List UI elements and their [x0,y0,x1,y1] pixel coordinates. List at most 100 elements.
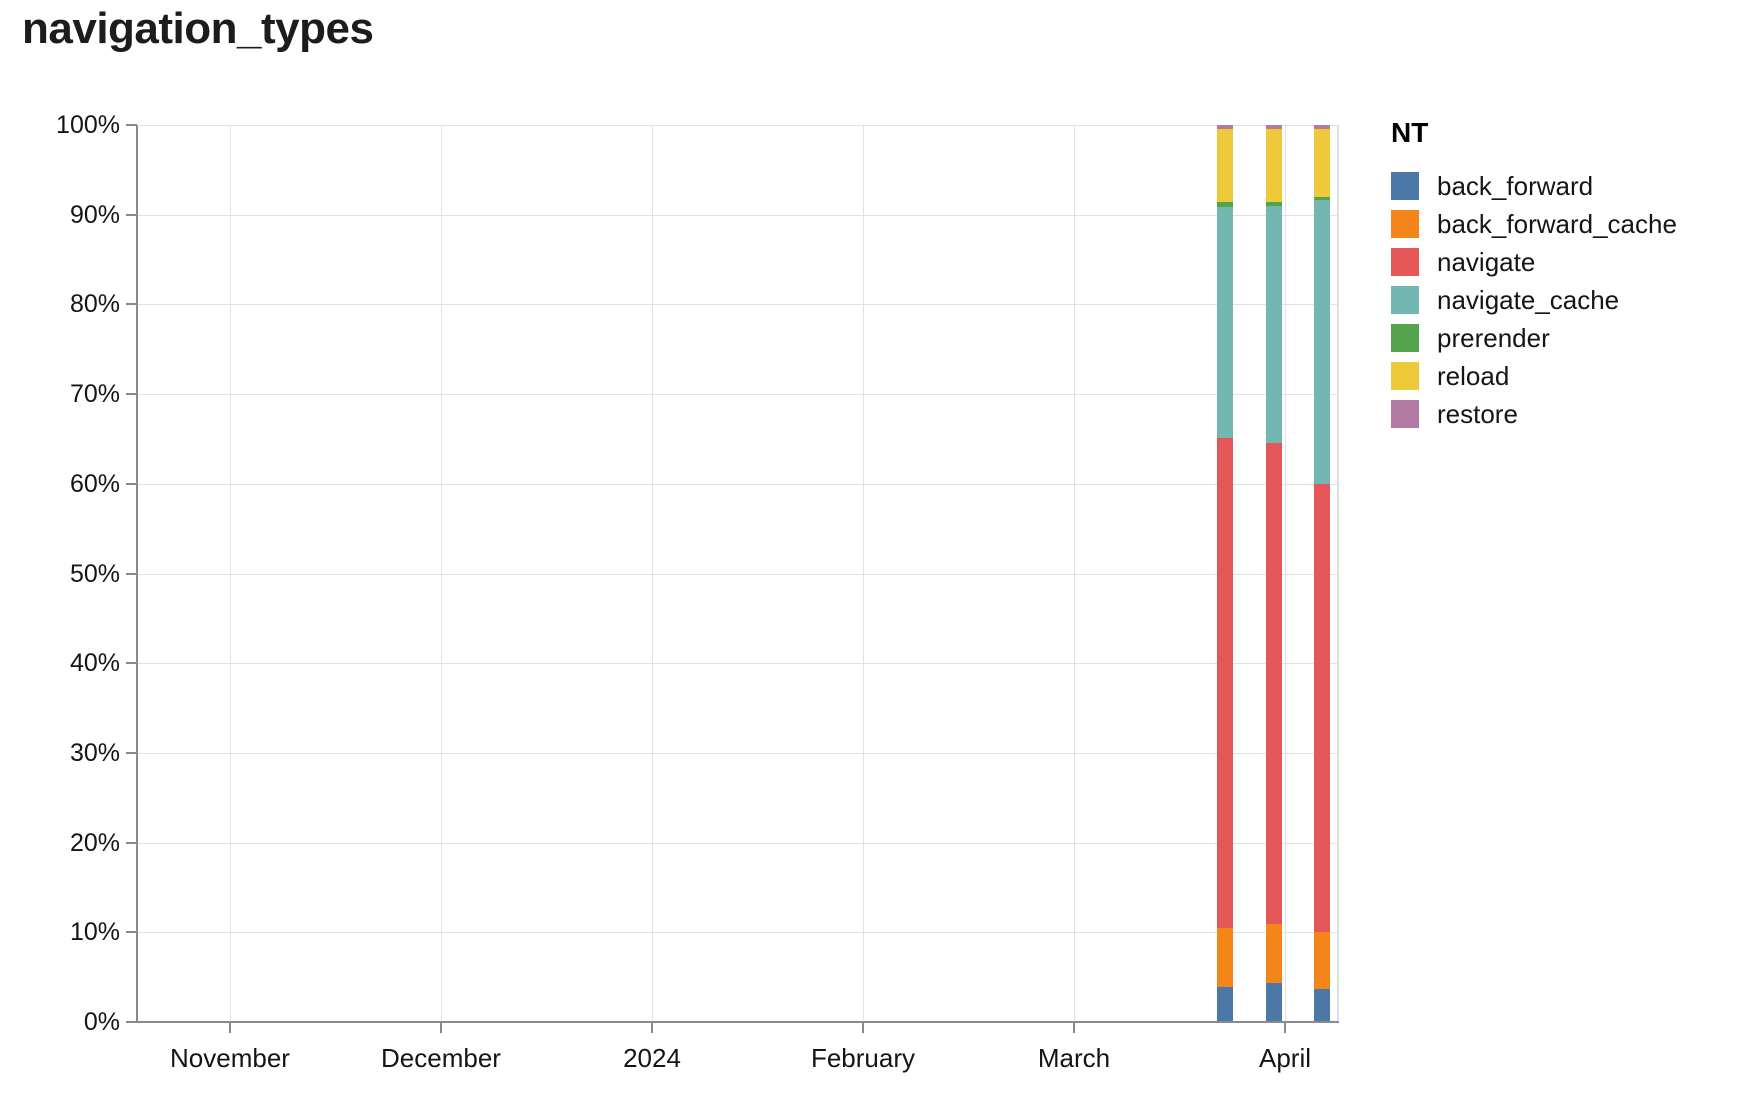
bar-segment-prerender [1314,196,1330,201]
bar [1314,125,1330,1022]
bar-segment-reload [1314,128,1330,197]
y-axis-label: 80% [69,290,120,319]
x-axis-tick [440,1023,442,1033]
bar-segment-prerender [1217,202,1233,207]
legend-swatch [1391,286,1419,314]
bar-segment-reload [1217,128,1233,203]
x-axis-label: 2024 [623,1043,681,1073]
plot-right-edge [1337,125,1339,1022]
y-axis-tick [126,124,137,126]
plot-area [138,125,1339,1023]
x-axis-label: March [1037,1043,1111,1073]
y-axis-label: 20% [69,828,120,857]
legend-item: navigate [1391,246,1677,277]
x-axis-tick [229,1023,231,1033]
y-axis-label: 90% [69,200,120,229]
legend-item: restore [1391,398,1677,429]
gridline-horizontal [138,125,1339,126]
y-axis-tick [126,393,137,396]
legend-swatch [1391,362,1419,390]
gridline-horizontal [138,394,1339,396]
bar-segment-reload [1266,128,1282,203]
x-axis-label: April [1258,1043,1311,1073]
bar-segment-restore [1266,125,1282,129]
gridline-horizontal [138,573,1339,575]
legend-swatch [1391,324,1419,352]
bar-segment-navigate [1314,483,1330,933]
legend-item-label: prerender [1437,322,1550,353]
legend-item: reload [1391,360,1677,391]
y-axis-label: 60% [69,469,120,498]
gridline-horizontal [138,483,1339,485]
legend-item-label: navigate [1437,246,1536,277]
bar-segment-navigate_cache [1266,205,1282,443]
bar [1217,125,1233,1022]
legend-items: back_forward back_forward_cache navigate na… [1391,170,1677,429]
y-axis-line [136,125,138,1022]
legend-item: back_forward_cache [1391,208,1677,239]
bar-segment-navigate [1266,442,1282,925]
x-axis-tick [1073,1023,1075,1033]
gridline-vertical [1285,125,1286,1022]
y-axis-label: 0% [83,1008,120,1036]
gridline-horizontal [138,304,1339,306]
x-axis-label: December [381,1043,501,1073]
y-axis-label: 100% [56,111,120,139]
bar-segment-navigate_cache [1314,200,1330,484]
gridline-horizontal [138,842,1339,844]
gridline-vertical [863,125,864,1022]
x-axis-line [126,1021,1339,1023]
y-axis-tick [126,662,137,665]
legend-item-label: restore [1437,398,1518,429]
bar-segment-back_forward_cache [1217,927,1233,988]
y-axis-tick [126,213,137,216]
legend-swatch [1391,400,1419,428]
gridline-vertical [1074,125,1075,1022]
legend-swatch [1391,210,1419,238]
legend-item: back_forward [1391,170,1677,201]
gridline-horizontal [138,932,1339,934]
bar-segment-restore [1217,125,1233,129]
gridline-vertical [230,125,231,1022]
y-axis-label: 70% [69,380,120,409]
gridline-vertical [441,125,442,1022]
bar-segment-restore [1314,125,1330,129]
y-axis-label: 10% [69,918,120,947]
x-axis-tick [651,1023,653,1033]
x-axis-tick [862,1023,864,1033]
gridline-horizontal [138,663,1339,665]
y-axis-tick [126,303,137,306]
bar-segment-navigate_cache [1217,206,1233,439]
legend-item-label: reload [1437,360,1510,391]
y-axis-label: 40% [69,649,120,678]
legend-item-label: navigate_cache [1437,284,1620,315]
y-axis-label: 30% [69,738,120,767]
legend-title: NT [1391,117,1429,148]
x-axis-label: February [810,1043,916,1073]
legend-swatch [1391,172,1419,200]
y-axis-tick [126,1021,137,1023]
gridline-vertical [652,125,653,1022]
y-axis-tick [126,751,137,754]
y-axis-tick [126,482,137,485]
bar [1266,125,1282,1022]
legend-item-label: back_forward [1437,170,1594,201]
legend-item-label: back_forward_cache [1437,208,1677,239]
bar-segment-navigate [1217,438,1233,928]
legend-item: navigate_cache [1391,284,1677,315]
y-axis-tick [126,931,137,934]
y-axis-tick [126,572,137,575]
bar-segment-back_forward_cache [1314,932,1330,989]
y-axis-label: 50% [69,559,120,588]
y-axis-tick [126,841,137,844]
bar-segment-back_forward [1266,983,1282,1022]
chart-title: navigation_types [22,4,374,53]
bar-segment-back_forward_cache [1266,924,1282,984]
bar-segment-prerender [1266,202,1282,206]
x-axis-tick [1284,1023,1286,1033]
x-axis-label: November [170,1043,290,1073]
gridline-horizontal [138,214,1339,216]
bar-segment-back_forward [1314,988,1330,1022]
